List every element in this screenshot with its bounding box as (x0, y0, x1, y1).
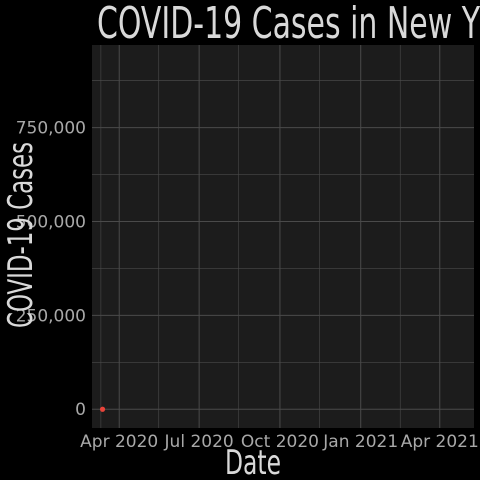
x-tick-label: Jan 2021 (322, 432, 398, 452)
data-points (99, 406, 106, 412)
y-axis-title: COVID-19 Cases (1, 142, 41, 328)
data-point (99, 406, 106, 412)
plot-panel (92, 45, 474, 428)
y-tick-label: 250,000 (16, 306, 86, 326)
x-tick-label: Jul 2020 (164, 432, 234, 452)
chart-title: COVID-19 Cases in New Y (97, 0, 480, 49)
x-tick-label: Oct 2020 (241, 432, 319, 452)
y-tick-label: 500,000 (16, 212, 86, 232)
x-tick-label: Apr 2020 (80, 432, 158, 452)
x-axis-title: Date (225, 443, 281, 480)
tick-labels: 0 250,000 500,000 750,000 Apr 2020 Jul 2020 Oc… (16, 119, 479, 452)
y-tick-label: 750,000 (16, 119, 86, 139)
x-tick-label: Apr 2021 (401, 432, 479, 452)
grid-lines (92, 45, 474, 428)
y-tick-label: 0 (75, 400, 86, 420)
